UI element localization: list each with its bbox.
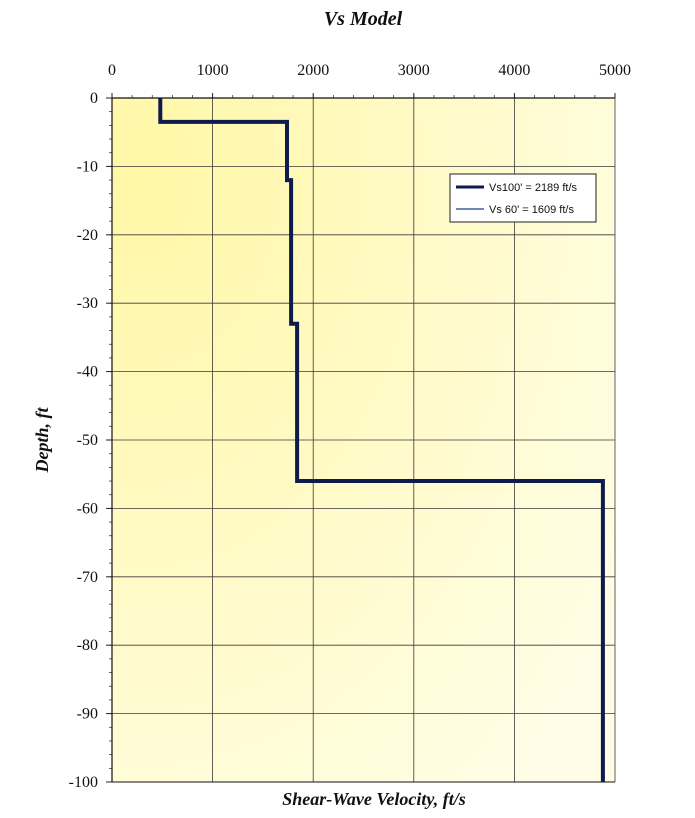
x-tick-label-2000: 2000: [297, 62, 329, 79]
y-tick-label--100: -100: [69, 774, 98, 791]
y-tick-label--70: -70: [77, 569, 98, 586]
legend-label-vs100: Vs100' = 2189 ft/s: [489, 182, 578, 194]
x-tick-label-0: 0: [108, 62, 116, 79]
y-tick-label--60: -60: [77, 500, 98, 517]
series-line-0: [158, 98, 605, 782]
axes: [106, 93, 616, 783]
y-tick-label-0: 0: [90, 90, 98, 107]
x-tick-label-5000: 5000: [599, 62, 631, 79]
y-tick-label--80: -80: [77, 637, 98, 654]
y-tick-label--10: -10: [77, 158, 98, 175]
legend-box: [449, 173, 597, 223]
x-tick-label-3000: 3000: [398, 62, 430, 79]
legend: Vs100' = 2189 ft/s Vs 60' = 1609 ft/s: [449, 173, 597, 223]
y-tick-label--40: -40: [77, 364, 98, 381]
x-axis-label: Shear-Wave Velocity, ft/s: [282, 789, 465, 809]
grid-lines: [111, 97, 616, 783]
legend-label-vs60: Vs 60' = 1609 ft/s: [489, 204, 574, 216]
x-tick-label-4000: 4000: [498, 62, 530, 79]
y-axis-label: Depth, ft: [32, 407, 52, 474]
y-tick-label--90: -90: [77, 706, 98, 723]
y-tick-label--50: -50: [77, 432, 98, 449]
y-tick-label--30: -30: [77, 295, 98, 312]
x-tick-labels: 0 1000 2000 3000 4000 5000: [108, 62, 631, 79]
y-tick-label--20: -20: [77, 227, 98, 244]
chart-title: Vs Model: [324, 8, 403, 30]
series-lines: [158, 98, 605, 782]
x-tick-label-1000: 1000: [197, 62, 229, 79]
y-tick-labels: 0 -10 -20 -30 -40 -50 -60 -70 -80 -90 -100: [69, 90, 98, 791]
